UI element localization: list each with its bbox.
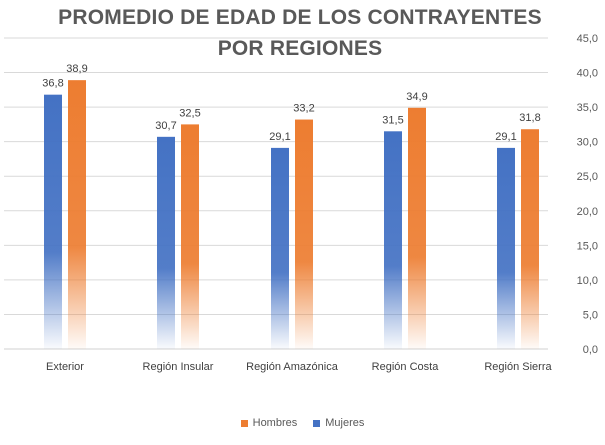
y-tick-label: 15,0 [577, 240, 598, 252]
bar-mujeres [497, 147, 515, 349]
y-tick-label: 10,0 [577, 275, 598, 287]
x-category-label: Región Insular [143, 361, 214, 373]
data-label: 29,1 [495, 131, 516, 143]
bar-mujeres [157, 136, 175, 349]
legend-label: Mujeres [325, 417, 365, 429]
legend: Hombres Mujeres [0, 417, 605, 429]
legend-item-hombres: Hombres [240, 417, 298, 429]
y-tick-label: 20,0 [577, 206, 598, 218]
data-label: 29,1 [269, 131, 290, 143]
data-label: 30,7 [155, 120, 176, 132]
y-axis-ticks: 0,0 5,0 10,0 15,0 20,0 25,0 30,0 35,0 40,0 45,0 [577, 33, 598, 356]
y-tick-label: 30,0 [577, 137, 598, 149]
chart-title-line-1: PROMEDIO DE EDAD DE LOS CONTRAYENTES [58, 6, 542, 29]
data-label: 38,9 [66, 63, 87, 75]
bar-hombres [181, 124, 199, 349]
data-label: 36,8 [42, 78, 63, 90]
legend-swatch [240, 419, 248, 427]
data-label: 31,5 [382, 114, 403, 126]
bar-hombres [68, 80, 86, 349]
bar-hombres [295, 119, 313, 349]
bar-mujeres [384, 131, 402, 349]
legend-swatch [313, 419, 321, 427]
bar-mujeres [271, 147, 289, 349]
y-tick-label: 45,0 [577, 33, 598, 45]
bar-hombres [408, 107, 426, 350]
legend-item-mujeres: Mujeres [313, 417, 364, 429]
x-category-label: Exterior [46, 361, 84, 373]
y-tick-label: 5,0 [583, 309, 598, 321]
data-label: 31,8 [519, 112, 540, 124]
chart-title: PROMEDIO DE EDAD DE LOS CONTRAYENTES POR… [40, 2, 560, 64]
bar-mujeres [44, 94, 62, 349]
x-category-label: Región Amazónica [246, 361, 339, 373]
data-label: 33,2 [293, 103, 314, 115]
x-category-label: Región Sierra [484, 361, 552, 373]
y-tick-label: 0,0 [583, 344, 598, 356]
y-tick-label: 35,0 [577, 102, 598, 114]
y-tick-label: 25,0 [577, 171, 598, 183]
legend-label: Hombres [252, 417, 298, 429]
x-category-label: Región Costa [372, 361, 440, 373]
x-axis-categories: Exterior Región Insular Región Amazónica Re… [46, 361, 552, 373]
y-tick-label: 40,0 [577, 68, 598, 80]
data-labels: 36,838,930,732,529,133,231,534,929,131,8 [42, 63, 540, 143]
bars [44, 80, 539, 350]
bar-hombres [521, 129, 539, 349]
chart-title-line-2: POR REGIONES [217, 37, 383, 60]
data-label: 34,9 [406, 91, 427, 103]
data-label: 32,5 [179, 107, 200, 119]
